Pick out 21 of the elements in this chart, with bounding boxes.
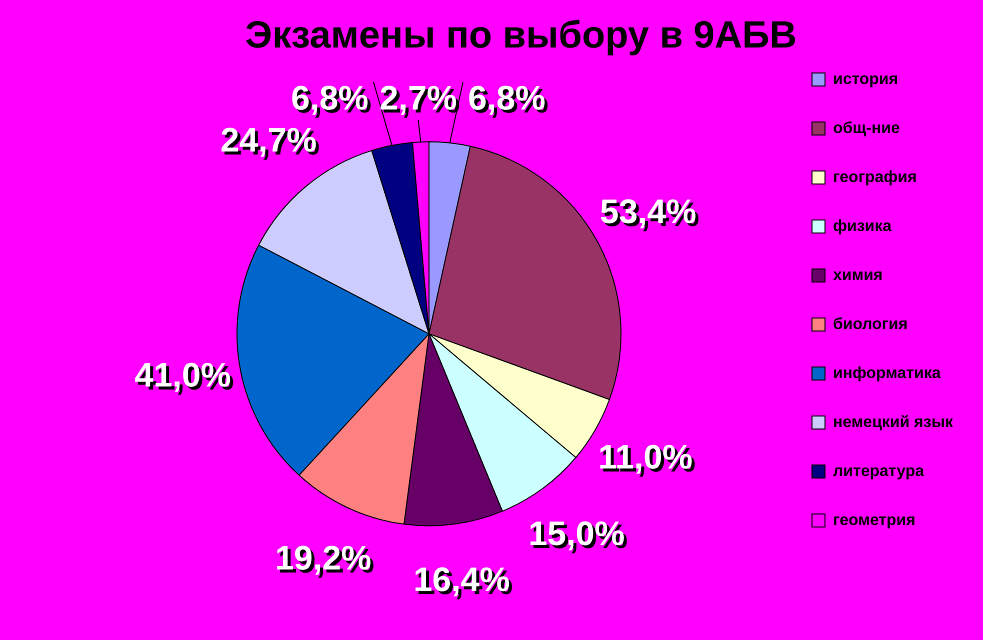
legend-label: информатика [832,364,941,382]
legend-label: химия [832,266,883,284]
data-label: 6,8% [294,82,372,120]
legend-label: литература [832,462,924,480]
data-label: 24,7% [223,124,320,162]
data-label: 16,4% [416,564,513,602]
data-label: 11,0% [601,441,696,480]
data-label: 2,7% [382,82,460,120]
data-label: 6,8% [470,82,548,120]
legend-label: биология [832,316,908,333]
data-label: 41,0% [138,359,234,398]
chart-title: Экзамены по выбору в 9АБВ [245,14,797,56]
legend-label: общ-ние [832,120,900,137]
data-label: 19,2% [278,542,374,581]
legend-label: география [832,168,917,186]
data-label: 53,4% [602,196,700,234]
legend-label: немецкий язык [832,414,954,431]
data-label: 15,0% [531,518,628,556]
legend-label: геометрия [832,512,916,529]
legend-label: история [832,70,898,88]
legend-label: физика [832,218,892,235]
